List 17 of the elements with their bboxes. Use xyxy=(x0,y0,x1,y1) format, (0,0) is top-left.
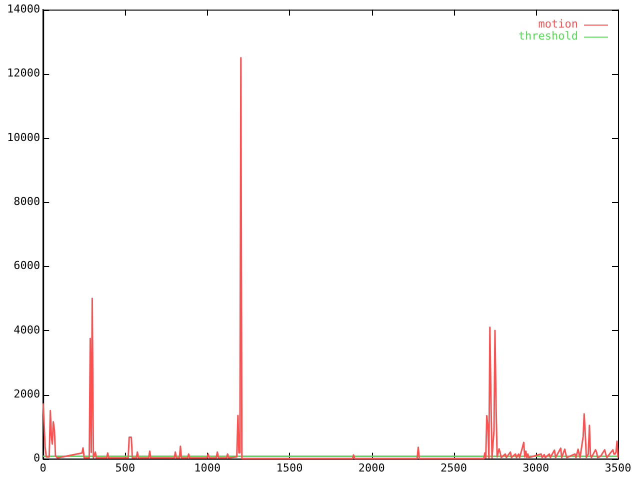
x-tick-label: 2500 xyxy=(440,461,467,474)
x-tick-label: 3000 xyxy=(522,461,550,474)
y-tick-label: 6000 xyxy=(14,259,40,272)
x-tick-label: 500 xyxy=(115,461,136,474)
y-tick-label: 0 xyxy=(33,452,40,465)
y-tick-label: 12000 xyxy=(6,66,40,80)
legend-label: threshold xyxy=(518,29,578,42)
y-tick-label: 2000 xyxy=(14,387,40,400)
x-tick-label: 1500 xyxy=(276,461,303,474)
y-tick-label: 14000 xyxy=(6,2,40,16)
y-tick-label: 4000 xyxy=(14,323,40,336)
y-tick-label: 8000 xyxy=(14,194,40,208)
x-tick-label: 1000 xyxy=(194,461,221,474)
x-tick-label: 3500 xyxy=(604,461,632,474)
legend-label: motion xyxy=(538,17,578,30)
x-tick-label: 2000 xyxy=(358,461,385,474)
y-tick-label: 10000 xyxy=(6,130,40,144)
